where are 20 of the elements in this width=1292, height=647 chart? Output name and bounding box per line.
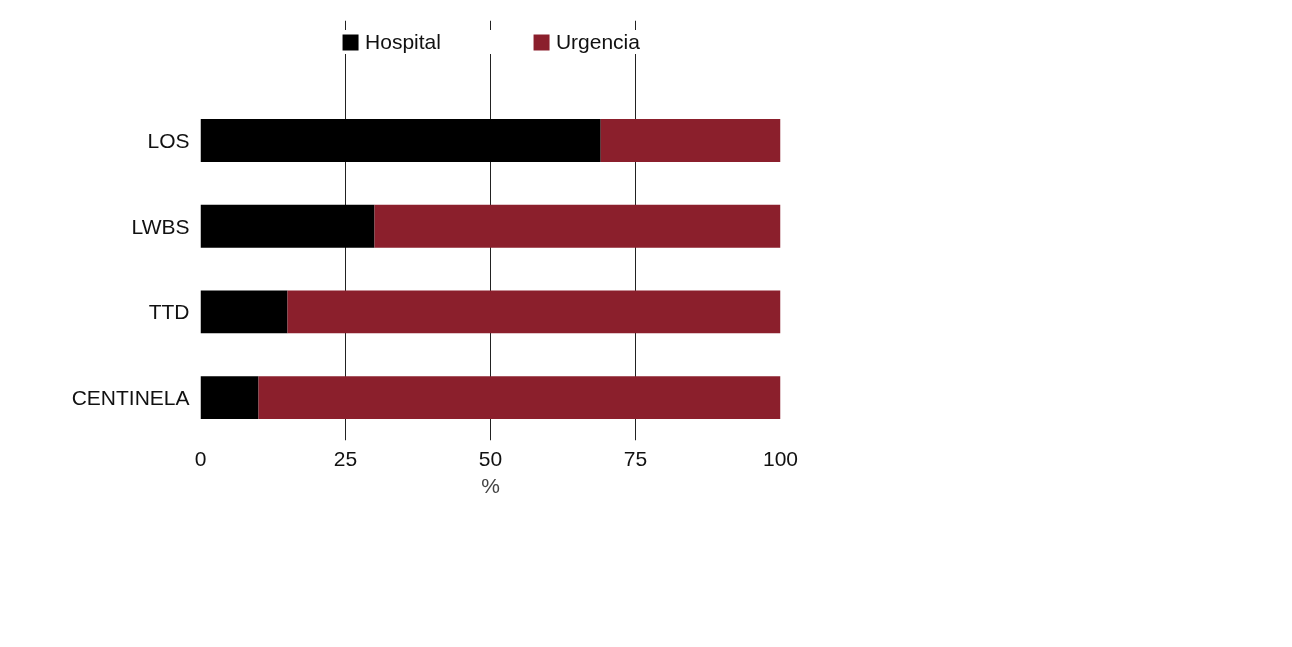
y-tick-label: TTD: [148, 300, 190, 324]
legend-label: Urgencia: [555, 30, 640, 54]
bar: [374, 204, 781, 248]
bar: [200, 290, 288, 334]
bar: [200, 376, 259, 420]
y-tick-label: LWBS: [131, 214, 190, 238]
x-tick-label: 50: [478, 446, 503, 470]
x-tick-label: 25: [333, 446, 358, 470]
x-tick-label: 0: [194, 446, 207, 470]
y-tick-label: CENTINELA: [71, 386, 190, 410]
bar: [200, 119, 601, 162]
x-tick-label: 75: [623, 446, 648, 470]
bar: [287, 290, 781, 334]
bar: [600, 119, 781, 162]
x-tick-label: 100: [762, 446, 799, 470]
x-axis-title: %: [481, 473, 500, 497]
legend-label: Hospital: [365, 30, 441, 54]
bar: [200, 204, 375, 248]
bar: [258, 376, 781, 420]
y-tick-label: LOS: [147, 129, 190, 152]
